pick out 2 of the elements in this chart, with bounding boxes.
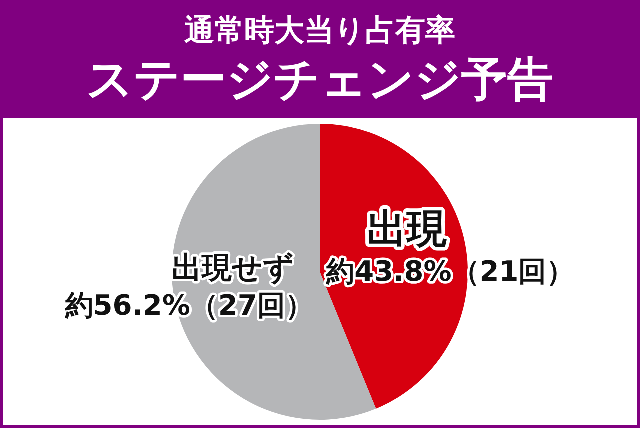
subtitle: ステージチェンジ予告 xyxy=(86,52,554,106)
title: 通常時大当り占有率 xyxy=(184,14,456,48)
